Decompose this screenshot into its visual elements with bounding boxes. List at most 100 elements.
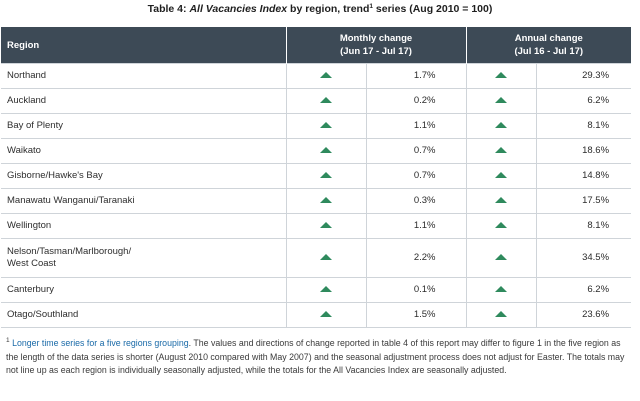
monthly-direction-cell bbox=[285, 113, 366, 139]
title-prefix: Table 4: bbox=[147, 3, 190, 15]
annual-change-value: 14.8% bbox=[535, 163, 632, 189]
up-arrow-icon bbox=[320, 222, 332, 229]
annual-change-value: 34.5% bbox=[535, 238, 632, 278]
region-name: Wellington bbox=[7, 220, 52, 231]
footnote-text: . The values and directions of change re… bbox=[6, 338, 625, 375]
up-arrow-icon bbox=[495, 97, 507, 104]
monthly-direction-cell bbox=[285, 163, 366, 189]
title-index-name: All Vacancies Index bbox=[189, 3, 288, 15]
up-arrow-icon bbox=[320, 97, 332, 104]
header-monthly-period: (Jun 17 - Jul 17) bbox=[340, 46, 412, 57]
table-row: Nelson/Tasman/Marlborough/West Coast 2.2%… bbox=[1, 238, 632, 278]
region-cell: Gisborne/Hawke's Bay bbox=[1, 163, 286, 189]
up-arrow-icon bbox=[495, 254, 507, 261]
region-name-line2: West Coast bbox=[7, 258, 56, 269]
title-suffix: series (Aug 2010 = 100) bbox=[373, 3, 493, 15]
table-row: Bay of Plenty 1.1% 8.1% bbox=[1, 113, 632, 139]
table-row: Otago/Southland 1.5% 23.6% bbox=[1, 302, 632, 328]
annual-direction-cell bbox=[465, 213, 536, 239]
annual-direction-cell bbox=[465, 302, 536, 328]
table-row: Wellington 1.1% 8.1% bbox=[1, 213, 632, 239]
monthly-change-value: 1.5% bbox=[365, 302, 466, 328]
up-arrow-icon bbox=[495, 222, 507, 229]
table-row: Auckland 0.2% 6.2% bbox=[1, 88, 632, 114]
up-arrow-icon bbox=[320, 122, 332, 129]
table-row: Canterbury 0.1% 6.2% bbox=[1, 277, 632, 303]
region-cell: Nelson/Tasman/Marlborough/West Coast bbox=[1, 238, 286, 278]
annual-change-value: 23.6% bbox=[535, 302, 632, 328]
monthly-direction-cell bbox=[285, 88, 366, 114]
footnote-link[interactable]: Longer time series for a five regions gr… bbox=[12, 338, 189, 348]
region-name: Nelson/Tasman/Marlborough/ bbox=[7, 246, 132, 257]
region-cell: Bay of Plenty bbox=[1, 113, 286, 139]
table-row: Northand 1.7% 29.3% bbox=[1, 63, 632, 89]
annual-direction-cell bbox=[465, 138, 536, 164]
header-region: Region bbox=[1, 27, 286, 64]
annual-change-value: 6.2% bbox=[535, 277, 632, 303]
annual-direction-cell bbox=[465, 188, 536, 214]
header-annual-change: Annual change (Jul 16 - Jul 17) bbox=[465, 27, 632, 64]
annual-direction-cell bbox=[465, 88, 536, 114]
up-arrow-icon bbox=[320, 72, 332, 79]
region-cell: Northand bbox=[1, 63, 286, 89]
footnote: 1 Longer time series for a five regions … bbox=[6, 334, 632, 378]
monthly-change-value: 0.7% bbox=[365, 163, 466, 189]
monthly-direction-cell bbox=[285, 138, 366, 164]
table-row: Waikato 0.7% 18.6% bbox=[1, 138, 632, 164]
up-arrow-icon bbox=[320, 197, 332, 204]
region-name: Waikato bbox=[7, 145, 41, 156]
annual-change-value: 29.3% bbox=[535, 63, 632, 89]
monthly-direction-cell bbox=[285, 188, 366, 214]
region-name: Otago/Southland bbox=[7, 309, 79, 320]
up-arrow-icon bbox=[495, 147, 507, 154]
header-region-label: Region bbox=[7, 39, 40, 51]
table-header-row: Region Monthly change (Jun 17 - Jul 17) A… bbox=[1, 27, 632, 64]
annual-direction-cell bbox=[465, 63, 536, 89]
table-row: Manawatu Wanganui/Taranaki 0.3% 17.5% bbox=[1, 188, 632, 214]
monthly-change-value: 0.7% bbox=[365, 138, 466, 164]
header-monthly-title: Monthly change bbox=[339, 33, 413, 44]
up-arrow-icon bbox=[495, 197, 507, 204]
annual-direction-cell bbox=[465, 277, 536, 303]
up-arrow-icon bbox=[320, 147, 332, 154]
up-arrow-icon bbox=[320, 311, 332, 318]
vacancies-table: Region Monthly change (Jun 17 - Jul 17) A… bbox=[1, 27, 632, 328]
up-arrow-icon bbox=[495, 286, 507, 293]
region-cell: Auckland bbox=[1, 88, 286, 114]
monthly-direction-cell bbox=[285, 277, 366, 303]
footnote-marker: 1 bbox=[6, 337, 10, 344]
table-row: Gisborne/Hawke's Bay 0.7% 14.8% bbox=[1, 163, 632, 189]
up-arrow-icon bbox=[495, 72, 507, 79]
monthly-change-value: 1.1% bbox=[365, 113, 466, 139]
header-monthly-change: Monthly change (Jun 17 - Jul 17) bbox=[285, 27, 466, 64]
header-annual-title: Annual change bbox=[514, 33, 583, 44]
title-footnote-ref: 1 bbox=[369, 3, 373, 10]
up-arrow-icon bbox=[320, 254, 332, 261]
monthly-change-value: 0.2% bbox=[365, 88, 466, 114]
monthly-direction-cell bbox=[285, 302, 366, 328]
region-name: Canterbury bbox=[7, 284, 54, 295]
annual-direction-cell bbox=[465, 163, 536, 189]
annual-change-value: 8.1% bbox=[535, 113, 632, 139]
monthly-change-value: 0.1% bbox=[365, 277, 466, 303]
region-name: Auckland bbox=[7, 95, 47, 106]
region-cell: Waikato bbox=[1, 138, 286, 164]
region-cell: Canterbury bbox=[1, 277, 286, 303]
up-arrow-icon bbox=[495, 311, 507, 318]
region-cell: Wellington bbox=[1, 213, 286, 239]
header-annual-period: (Jul 16 - Jul 17) bbox=[514, 46, 584, 57]
up-arrow-icon bbox=[320, 286, 332, 293]
monthly-change-value: 1.1% bbox=[365, 213, 466, 239]
title-middle: by region, trend bbox=[287, 3, 370, 15]
up-arrow-icon bbox=[495, 172, 507, 179]
region-name: Bay of Plenty bbox=[7, 120, 63, 131]
annual-direction-cell bbox=[465, 113, 536, 139]
annual-change-value: 8.1% bbox=[535, 213, 632, 239]
table-title: Table 4: All Vacancies Index by region, … bbox=[0, 0, 640, 18]
up-arrow-icon bbox=[320, 172, 332, 179]
monthly-direction-cell bbox=[285, 238, 366, 278]
monthly-change-value: 2.2% bbox=[365, 238, 466, 278]
annual-direction-cell bbox=[465, 238, 536, 278]
region-name: Manawatu Wanganui/Taranaki bbox=[7, 195, 135, 206]
up-arrow-icon bbox=[495, 122, 507, 129]
